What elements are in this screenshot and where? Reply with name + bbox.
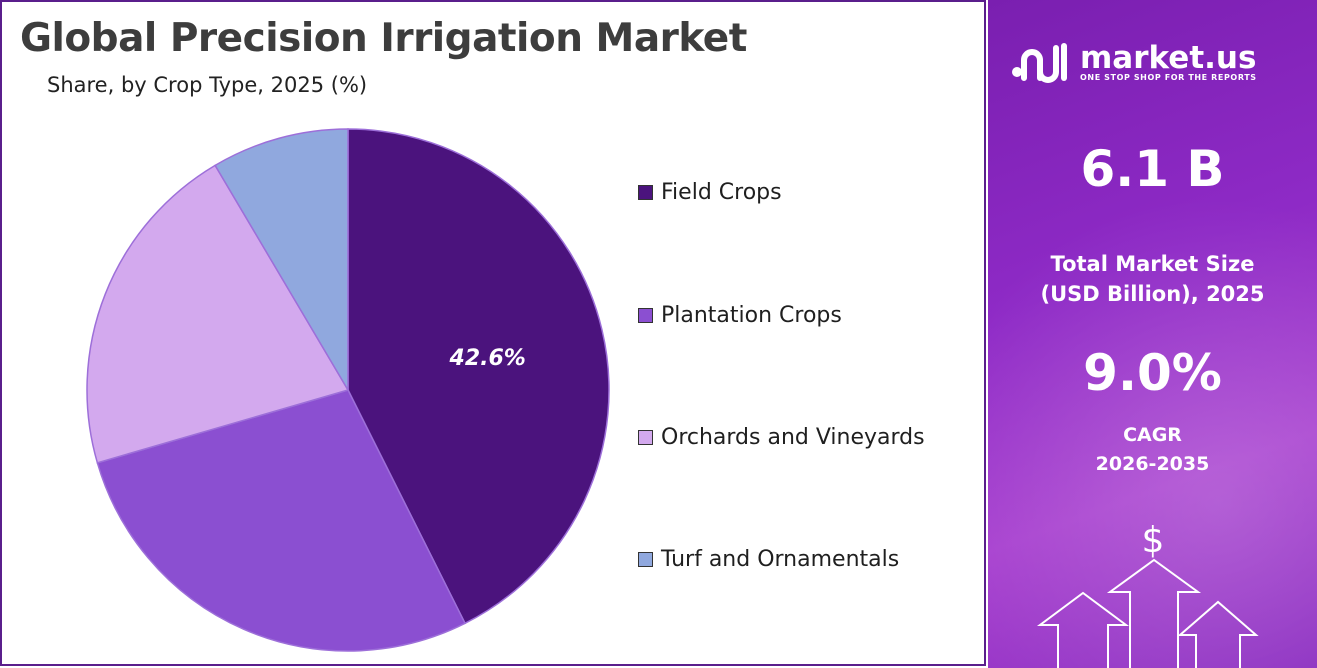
legend-label: Field Crops	[661, 180, 782, 205]
legend-item: Orchards and Vineyards	[638, 425, 925, 450]
chart-subtitle: Share, by Crop Type, 2025 (%)	[47, 73, 368, 97]
brand-tagline: ONE STOP SHOP FOR THE REPORTS	[1080, 72, 1257, 82]
pie-slice-turf-and-ornamentals	[214, 128, 349, 393]
pie-slice-field-crops	[347, 128, 610, 625]
cagr-label-line2: 2026-2035	[1095, 453, 1210, 475]
pie-slice-plantation-crops	[96, 389, 467, 652]
brand-logo: market.us ONE STOP SHOP FOR THE REPORTS	[1010, 38, 1257, 86]
pie-data-label: 42.6%	[449, 346, 526, 371]
legend-item: Field Crops	[638, 180, 782, 205]
brand-name: market.us	[1080, 39, 1257, 76]
dollar-icon: $	[1142, 520, 1165, 561]
cagr-label-line1: CAGR	[1123, 424, 1182, 446]
legend-item: Turf and Ornamentals	[638, 547, 899, 572]
legend-swatch	[638, 185, 653, 200]
pie-slice-orchards-and-vineyards	[86, 164, 350, 464]
chart-title: Global Precision Irrigation Market	[20, 16, 747, 61]
cagr-value: 9.0%	[1083, 344, 1222, 402]
summary-panel: market.us ONE STOP SHOP FOR THE REPORTS …	[988, 0, 1317, 668]
legend-label: Orchards and Vineyards	[661, 425, 925, 450]
legend-item: Plantation Crops	[638, 303, 842, 328]
pie-chart: 42.6%	[86, 128, 610, 652]
market-us-logo-icon	[1012, 43, 1067, 83]
market-size-label-line2: (USD Billion), 2025	[1040, 282, 1265, 306]
arrow-up-icon	[1036, 558, 1259, 668]
legend-label: Plantation Crops	[661, 303, 842, 328]
market-size-label-line1: Total Market Size	[1050, 252, 1255, 276]
growth-arrows-decoration: $	[1036, 520, 1259, 668]
legend-label: Turf and Ornamentals	[661, 547, 900, 572]
market-size-value: 6.1 B	[1080, 140, 1225, 198]
legend-swatch	[638, 552, 653, 567]
legend-swatch	[638, 308, 653, 323]
chart-panel: Global Precision Irrigation Market Share…	[0, 0, 986, 666]
legend-swatch	[638, 430, 653, 445]
